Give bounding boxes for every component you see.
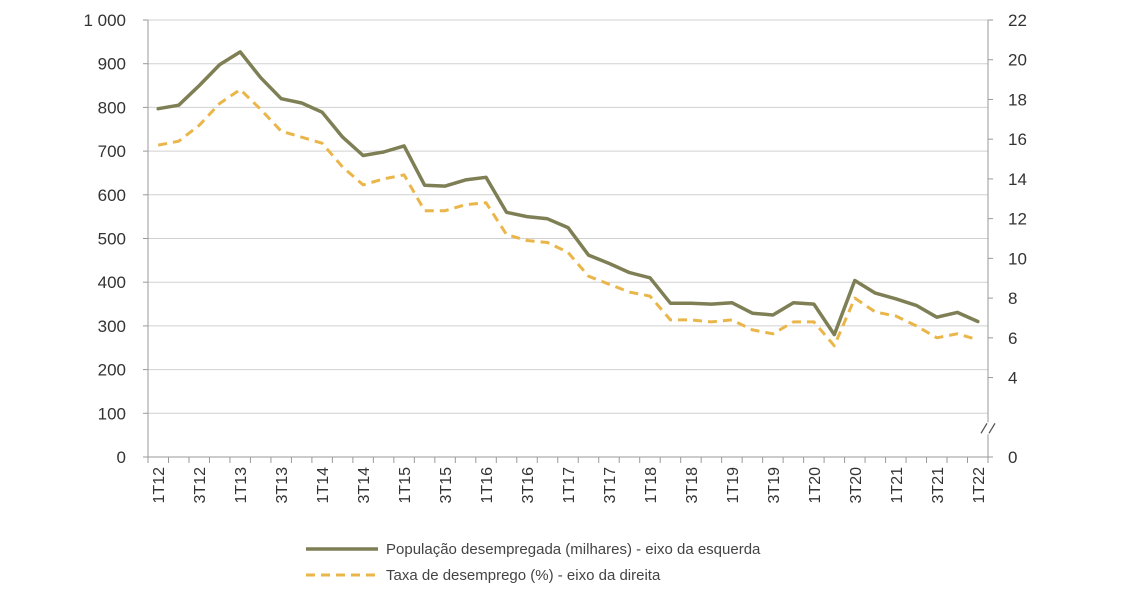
- y-left-tick-label: 1 000: [83, 11, 126, 30]
- y-right-tick-label: 22: [1008, 11, 1027, 30]
- axis-break-mask: [980, 422, 996, 435]
- x-tick-label: 3T15: [438, 467, 455, 504]
- x-tick-label: 3T18: [684, 467, 701, 504]
- axis-break-stroke: [988, 422, 996, 434]
- x-tick-label: 3T13: [274, 467, 291, 504]
- x-tick-label: 3T16: [520, 467, 537, 504]
- x-tick-label: 1T18: [643, 467, 660, 504]
- x-tick-label: 3T21: [930, 467, 947, 504]
- y-left-tick-label: 500: [98, 230, 126, 249]
- y-left-tick-label: 400: [98, 273, 126, 292]
- y-right-tick-label: 8: [1008, 289, 1017, 308]
- y-left-tick-label: 300: [98, 317, 126, 336]
- y-left-tick-label: 700: [98, 142, 126, 161]
- x-tick-label: 1T13: [233, 467, 250, 504]
- x-tick-label: 3T17: [602, 467, 619, 504]
- x-tick-label: 3T12: [192, 467, 209, 504]
- x-tick-label: 1T21: [889, 467, 906, 504]
- x-tick-label: 3T20: [848, 467, 865, 504]
- axis-break-stroke: [980, 422, 988, 434]
- x-tick-label: 1T14: [315, 467, 332, 504]
- y-right-tick-label: 10: [1008, 249, 1027, 268]
- y-right-tick-label: 20: [1008, 51, 1027, 70]
- legend-label: Taxa de desemprego (%) - eixo da direita: [386, 567, 661, 584]
- x-tick-label: 1T16: [479, 467, 496, 504]
- y-left-tick-label: 900: [98, 55, 126, 74]
- y-right-tick-label: 14: [1008, 170, 1027, 189]
- y-left-tick-label: 0: [117, 448, 126, 467]
- x-tick-label: 3T19: [766, 467, 783, 504]
- x-tick-label: 1T17: [561, 467, 578, 504]
- x-tick-label: 1T12: [151, 467, 168, 504]
- y-right-tick-label: 4: [1008, 369, 1017, 388]
- y-right-tick-label: 18: [1008, 90, 1027, 109]
- legend-label: População desempregada (milhares) - eixo…: [386, 541, 761, 558]
- series-line-unemployed-population: [156, 50, 980, 337]
- x-tick-label: 1T22: [971, 467, 988, 504]
- y-right-tick-label: 16: [1008, 130, 1027, 149]
- x-tick-label: 3T14: [356, 467, 373, 504]
- y-right-tick-label: 6: [1008, 329, 1017, 348]
- y-right-tick-label: 0: [1008, 448, 1017, 467]
- y-left-tick-label: 200: [98, 361, 126, 380]
- y-left-tick-label: 800: [98, 98, 126, 117]
- x-tick-label: 1T20: [807, 467, 824, 504]
- y-right-tick-label: 12: [1008, 210, 1027, 229]
- y-left-tick-label: 600: [98, 186, 126, 205]
- x-tick-label: 1T15: [397, 467, 414, 504]
- x-tick-label: 1T19: [725, 467, 742, 504]
- y-left-tick-label: 100: [98, 404, 126, 423]
- series-line-unemployment-rate: [157, 88, 979, 348]
